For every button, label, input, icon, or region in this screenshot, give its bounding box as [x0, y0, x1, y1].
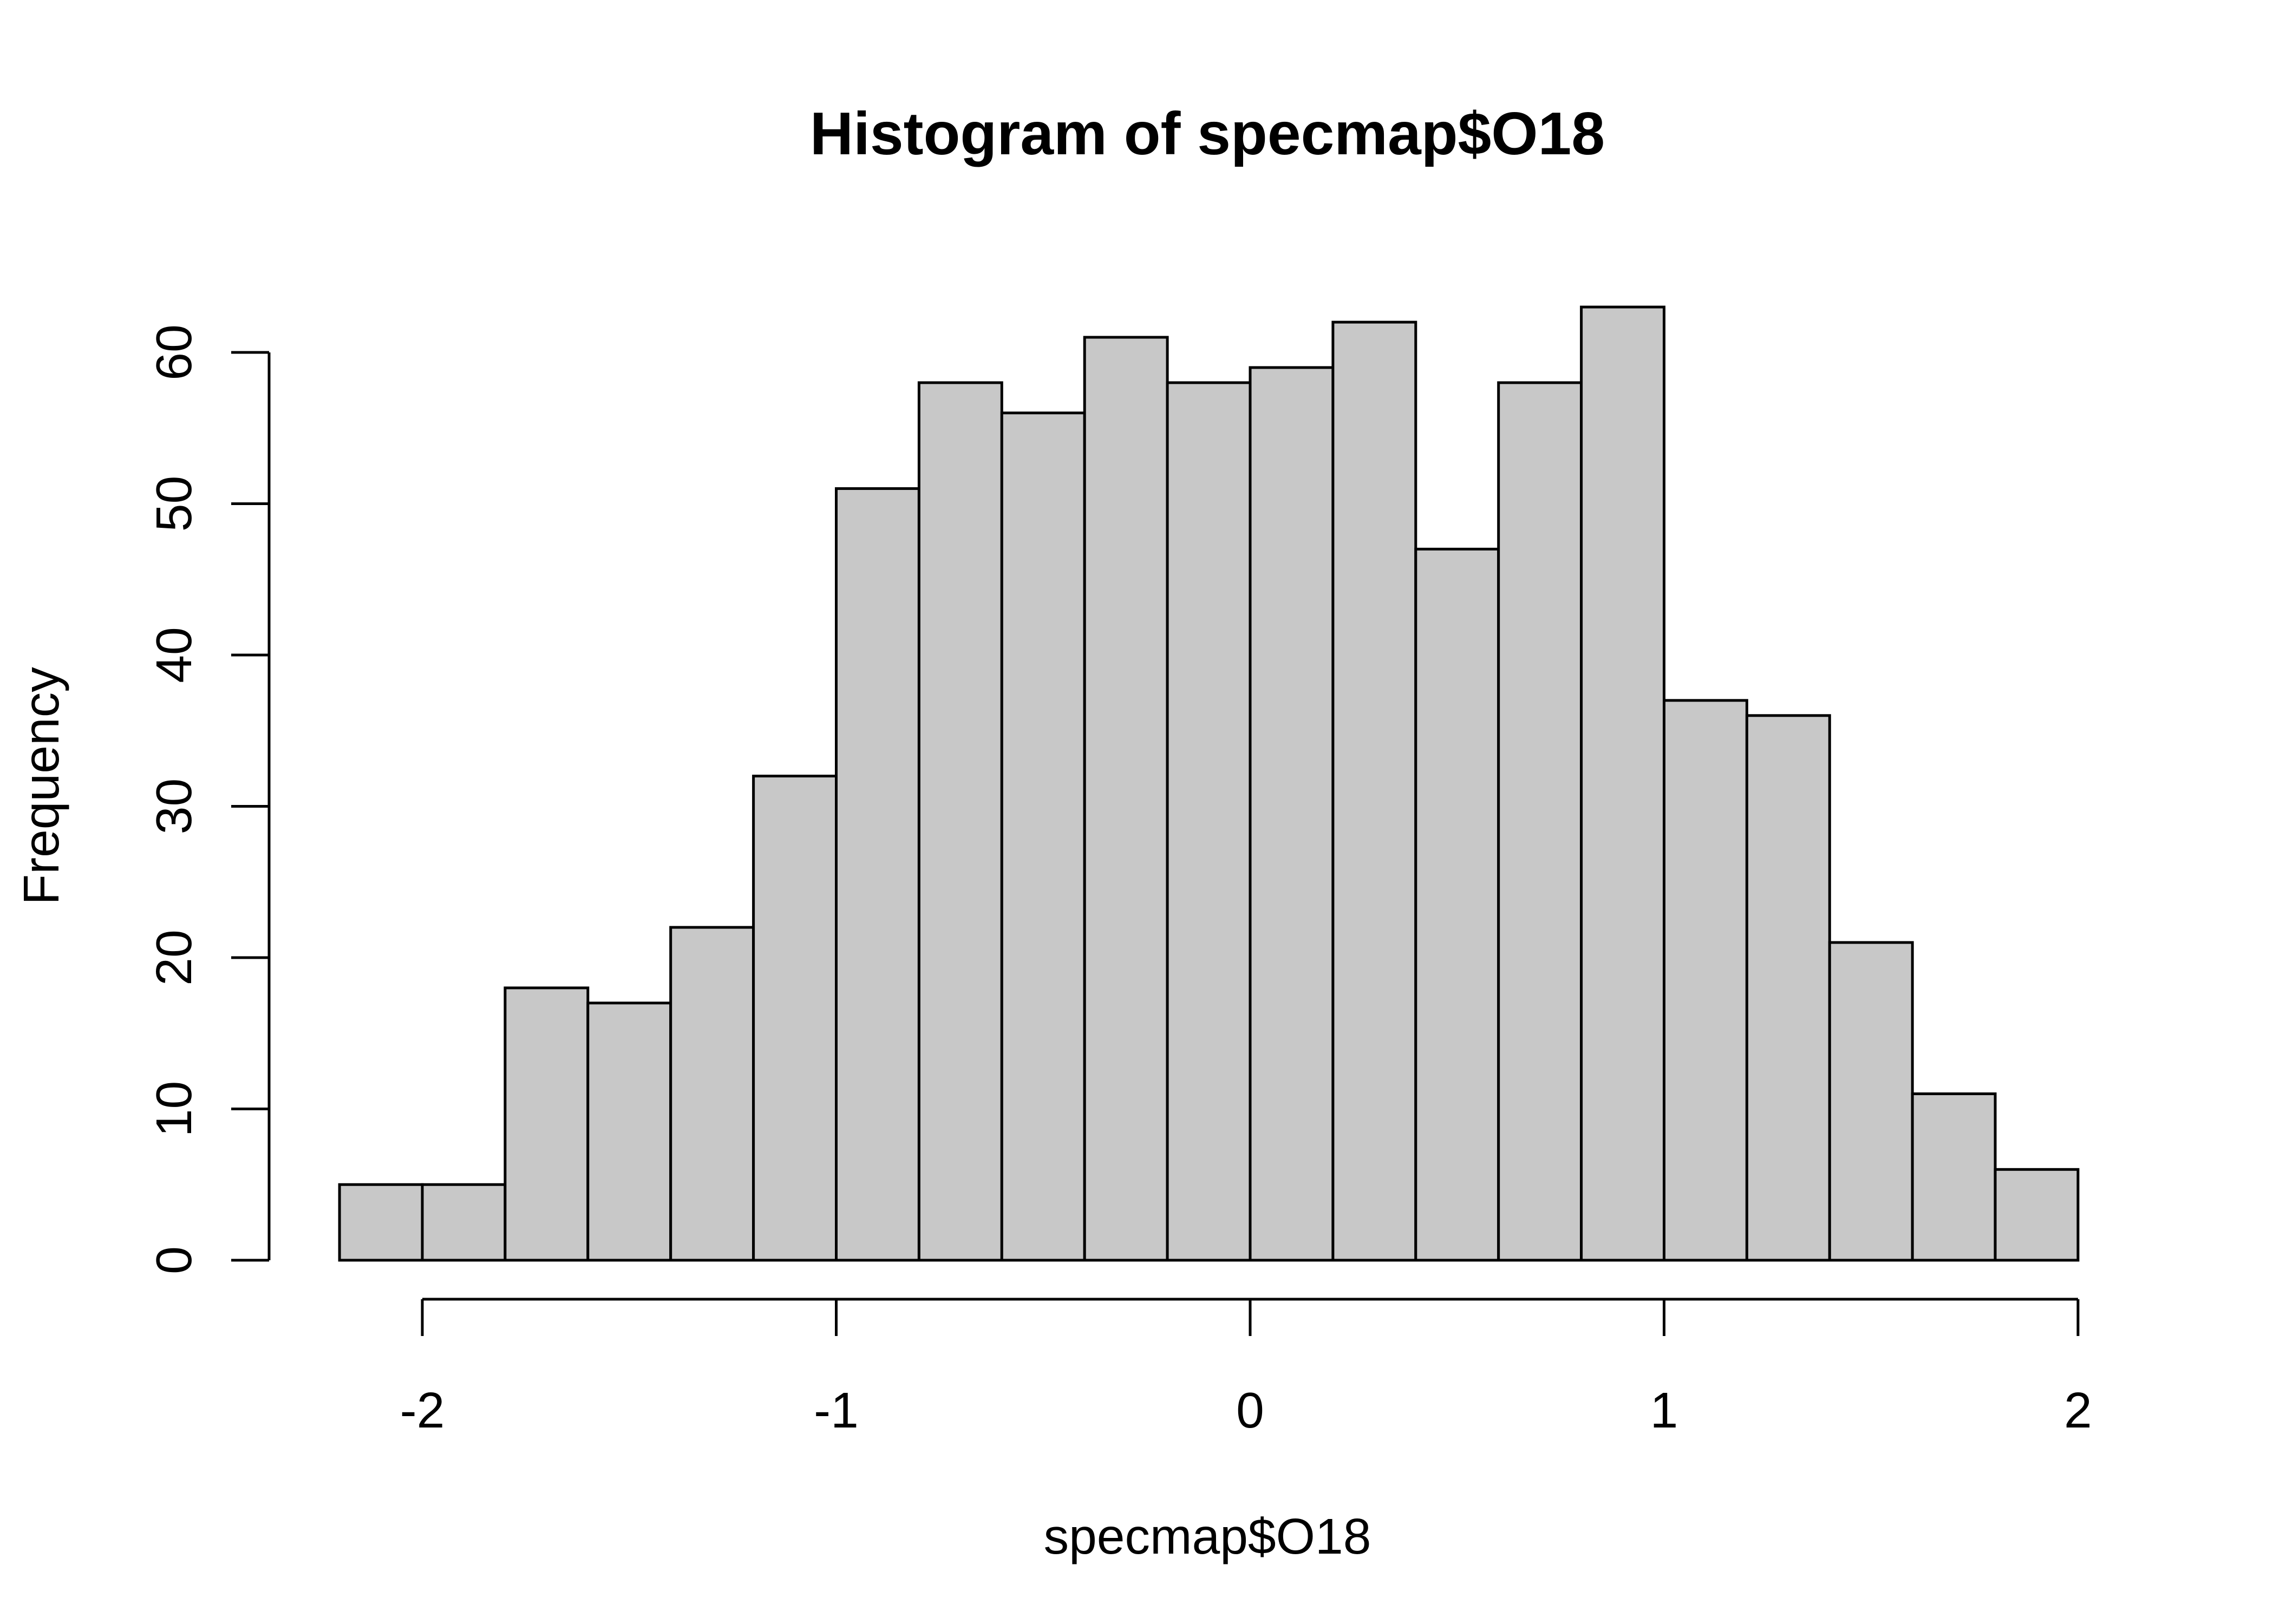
- x-axis-label: specmap$O18: [1044, 1508, 1371, 1564]
- histogram-bar-8: [1000, 411, 1086, 1262]
- histogram-bar-1: [421, 1183, 507, 1262]
- histogram-bar-6: [835, 487, 920, 1262]
- histogram-bar-15: [1580, 305, 1666, 1262]
- histogram-bar-16: [1663, 699, 1748, 1262]
- histogram-bar-17: [1745, 714, 1831, 1262]
- x-tick-label-4: 2: [2064, 1382, 2092, 1438]
- y-tick-label-6: 60: [146, 324, 202, 380]
- histogram-bar-0: [338, 1183, 424, 1262]
- histogram-bar-5: [752, 775, 838, 1262]
- histogram-bar-14: [1497, 381, 1583, 1262]
- histogram-bar-7: [917, 381, 1003, 1262]
- y-tick-label-3: 30: [146, 778, 202, 834]
- bars-group: [338, 305, 2080, 1262]
- histogram-bar-19: [1911, 1092, 1997, 1262]
- histogram-bar-11: [1249, 366, 1335, 1262]
- y-axis: 0 10 20 30 40 50 60: [146, 324, 271, 1274]
- y-axis-label: Frequency: [13, 667, 69, 905]
- x-tick-label-3: 1: [1650, 1382, 1678, 1438]
- x-tick-label-0: -2: [400, 1382, 445, 1438]
- histogram-bar-18: [1828, 941, 1914, 1262]
- histogram-bar-10: [1166, 381, 1252, 1262]
- y-tick-label-4: 40: [146, 627, 202, 683]
- histogram-bar-4: [669, 926, 755, 1262]
- histogram-bar-20: [1994, 1168, 2080, 1262]
- histogram-bar-13: [1414, 547, 1500, 1262]
- histogram-bar-2: [504, 986, 590, 1262]
- y-tick-label-1: 10: [146, 1081, 202, 1137]
- histogram-bar-3: [586, 1001, 672, 1262]
- histogram-bar-9: [1083, 336, 1169, 1262]
- histogram-bar-12: [1331, 320, 1417, 1262]
- y-tick-label-2: 20: [146, 929, 202, 985]
- x-tick-label-2: 0: [1236, 1382, 1264, 1438]
- chart-title: Histogram of specmap$O18: [810, 100, 1605, 167]
- y-tick-label-0: 0: [146, 1246, 202, 1274]
- x-tick-label-1: -1: [814, 1382, 859, 1438]
- y-tick-label-5: 50: [146, 476, 202, 532]
- x-axis: -2 -1 0 1 2: [400, 1298, 2092, 1438]
